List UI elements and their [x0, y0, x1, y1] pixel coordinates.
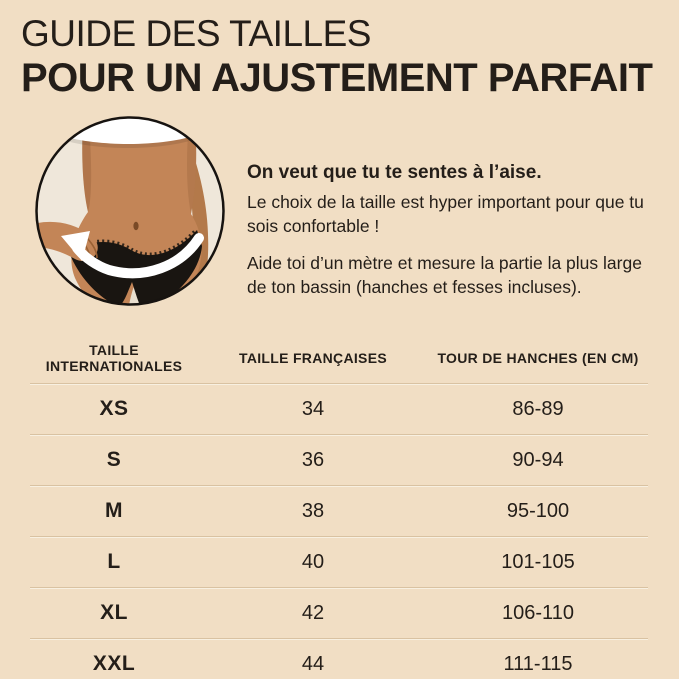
torso-shadow-left — [82, 120, 92, 212]
cell-hips: 101-105 — [501, 550, 575, 573]
intro-paragraph-2: Aide toi d’un mètre et mesure la partie … — [247, 253, 642, 297]
circle-border — [35, 116, 225, 306]
cell-intl-size: XL — [100, 601, 128, 624]
table-row: XXL 44 111-115 — [30, 638, 648, 679]
cell-intl-size: M — [105, 499, 123, 522]
cell-intl-size: L — [107, 550, 121, 573]
intro-paragraph-1: Le choix de la taille est hyper importan… — [247, 192, 644, 236]
measuring-arrow-head-icon — [61, 231, 90, 261]
cell-fr-size: 36 — [301, 448, 325, 471]
page-title: GUIDE DES TAILLES — [21, 13, 371, 54]
cell-fr-size: 44 — [301, 652, 325, 675]
cell-fr-size: 34 — [301, 397, 325, 420]
cell-fr-size: 42 — [301, 601, 325, 624]
cell-intl-size: S — [106, 448, 122, 471]
cell-hips: 106-110 — [502, 601, 574, 624]
size-guide-table: TAILLE INTERNATIONALES TAILLE FRANÇAISES… — [30, 332, 648, 679]
column-header-fr: TAILLE FRANÇAISES — [239, 349, 387, 366]
table-header-row: TAILLE INTERNATIONALES TAILLE FRANÇAISES… — [30, 332, 648, 383]
model-photo — [35, 116, 225, 306]
cell-hips: 111-115 — [503, 652, 573, 675]
cell-intl-size: XXL — [92, 652, 136, 675]
column-header-intl: TAILLE INTERNATIONALES — [45, 341, 183, 374]
table-row: XL 42 106-110 — [30, 587, 648, 638]
bandeau-shadow — [62, 134, 200, 149]
hips-measure-illustration — [33, 114, 227, 308]
cell-intl-size: XS — [99, 397, 129, 420]
table-row: M 38 95-100 — [30, 485, 648, 536]
table-row: S 36 90-94 — [30, 434, 648, 485]
page-subtitle: POUR UN AJUSTEMENT PARFAIT — [21, 56, 653, 100]
intro-text-block: On veut que tu te sentes à l’aise. Le ch… — [247, 161, 671, 312]
cell-hips: 95-100 — [506, 499, 570, 522]
intro-lead: On veut que tu te sentes à l’aise. — [247, 162, 542, 183]
cell-hips: 90-94 — [512, 448, 564, 471]
column-header-hips: TOUR DE HANCHES (EN CM) — [437, 349, 639, 366]
measuring-arrow-icon — [72, 233, 204, 279]
lace-edge — [67, 228, 199, 258]
navel — [133, 221, 139, 231]
cell-hips: 86-89 — [512, 397, 564, 420]
cell-fr-size: 40 — [301, 550, 325, 573]
cell-fr-size: 38 — [301, 499, 325, 522]
table-row: L 40 101-105 — [30, 536, 648, 587]
table-row: XS 34 86-89 — [30, 383, 648, 434]
table-body: XS 34 86-89 S 36 90-94 M 38 95-100 L 40 … — [30, 383, 648, 679]
